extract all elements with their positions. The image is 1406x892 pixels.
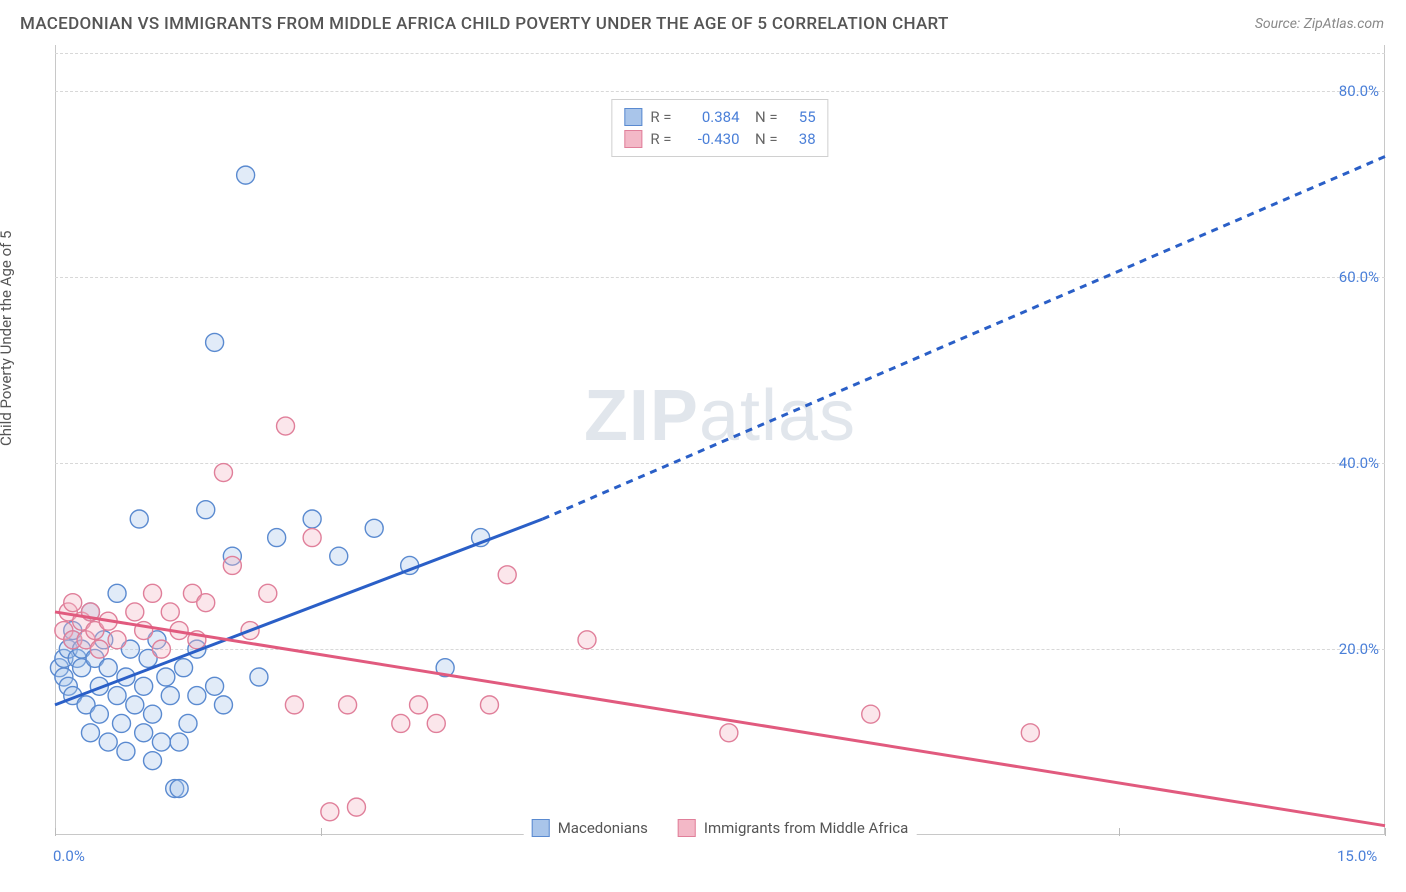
- data-point: [99, 733, 117, 751]
- data-point: [862, 705, 880, 723]
- data-point: [1021, 724, 1039, 742]
- data-point: [157, 668, 175, 686]
- data-point: [144, 584, 162, 602]
- data-point: [720, 724, 738, 742]
- legend-label: Macedonians: [558, 819, 648, 837]
- plot-area: 20.0%40.0%60.0%80.0% ZIPatlas R =0.384 N…: [55, 45, 1385, 835]
- data-point: [188, 687, 206, 705]
- data-point: [197, 594, 215, 612]
- data-point: [214, 464, 232, 482]
- data-point: [108, 584, 126, 602]
- data-point: [330, 547, 348, 565]
- legend-swatch: [624, 108, 642, 126]
- data-point: [152, 640, 170, 658]
- legend-swatch: [678, 819, 696, 837]
- scatter-svg: [55, 45, 1385, 835]
- data-point: [108, 631, 126, 649]
- data-point: [250, 668, 268, 686]
- data-point: [135, 677, 153, 695]
- data-point: [170, 780, 188, 798]
- data-point: [135, 724, 153, 742]
- trend-line: [55, 612, 1385, 826]
- y-axis-label: Child Poverty Under the Age of 5: [0, 231, 15, 447]
- data-point: [130, 510, 148, 528]
- data-point: [223, 556, 241, 574]
- data-point: [410, 696, 428, 714]
- data-point: [321, 803, 339, 821]
- data-point: [578, 631, 596, 649]
- data-point: [214, 696, 232, 714]
- legend-item: Macedonians: [532, 819, 648, 837]
- data-point: [90, 640, 108, 658]
- data-point: [237, 166, 255, 184]
- data-point: [99, 659, 117, 677]
- trend-line-dashed: [543, 157, 1385, 519]
- data-point: [498, 566, 516, 584]
- chart-title: MACEDONIAN VS IMMIGRANTS FROM MIDDLE AFR…: [20, 14, 949, 34]
- data-point: [365, 519, 383, 537]
- data-point: [90, 705, 108, 723]
- source-label: Source: ZipAtlas.com: [1255, 16, 1384, 32]
- data-point: [64, 594, 82, 612]
- data-point: [161, 687, 179, 705]
- legend-swatch: [532, 819, 550, 837]
- data-point: [285, 696, 303, 714]
- data-point: [144, 752, 162, 770]
- x-axis-start-label: 0.0%: [53, 847, 85, 865]
- stats-legend-box: R =0.384 N =55R =-0.430 N =38: [611, 99, 828, 157]
- legend-item: Immigrants from Middle Africa: [678, 819, 908, 837]
- data-point: [126, 603, 144, 621]
- data-point: [161, 603, 179, 621]
- data-point: [113, 714, 131, 732]
- data-point: [339, 696, 357, 714]
- data-point: [303, 510, 321, 528]
- legend-swatch: [624, 130, 642, 148]
- data-point: [268, 529, 286, 547]
- data-point: [179, 714, 197, 732]
- data-point: [277, 417, 295, 435]
- data-point: [81, 724, 99, 742]
- data-point: [117, 742, 135, 760]
- data-point: [108, 687, 126, 705]
- data-point: [152, 733, 170, 751]
- data-point: [170, 733, 188, 751]
- data-point: [197, 501, 215, 519]
- data-point: [427, 714, 445, 732]
- data-point: [206, 677, 224, 695]
- data-point: [126, 696, 144, 714]
- stats-row: R =0.384 N =55: [624, 106, 815, 128]
- x-axis-end-label: 15.0%: [1337, 847, 1377, 865]
- data-point: [392, 714, 410, 732]
- data-point: [303, 529, 321, 547]
- data-point: [480, 696, 498, 714]
- stats-row: R =-0.430 N =38: [624, 128, 815, 150]
- data-point: [144, 705, 162, 723]
- data-point: [175, 659, 193, 677]
- data-point: [206, 333, 224, 351]
- data-point: [259, 584, 277, 602]
- bottom-legend: Macedonians Immigrants from Middle Africa: [524, 819, 917, 837]
- data-point: [347, 798, 365, 816]
- legend-label: Immigrants from Middle Africa: [704, 819, 908, 837]
